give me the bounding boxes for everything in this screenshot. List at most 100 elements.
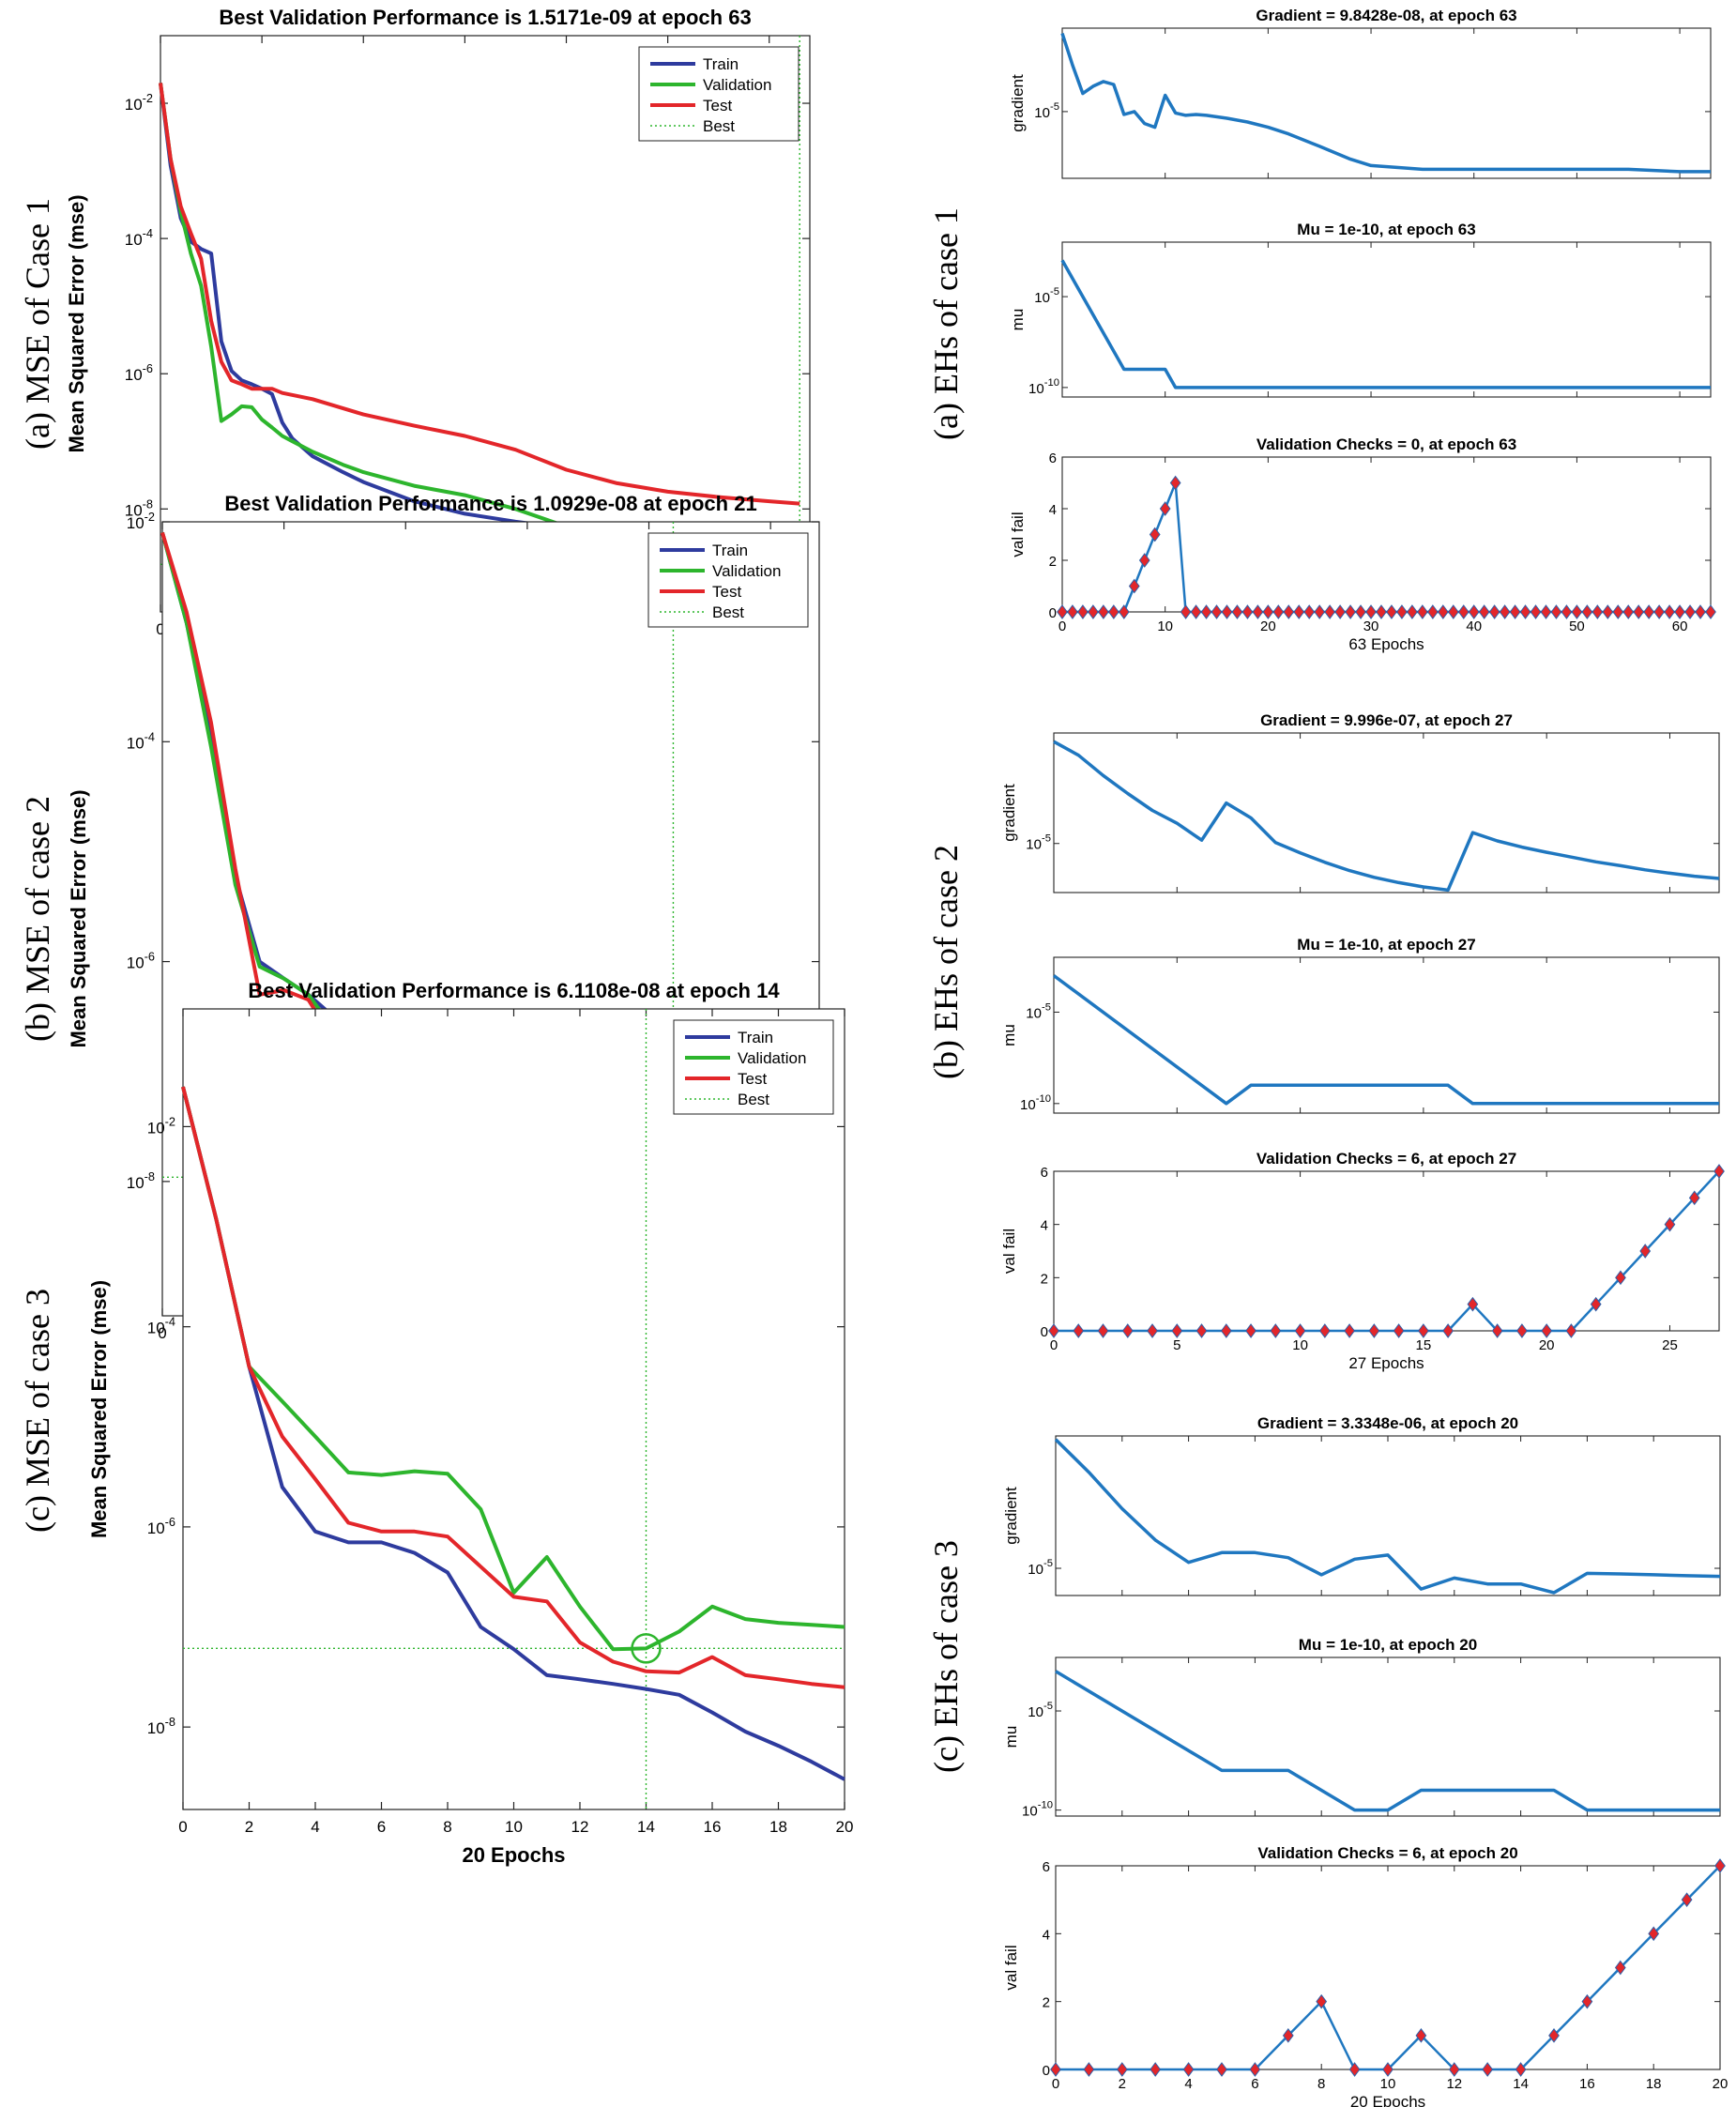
mse3-xtick-label: 8 bbox=[443, 1818, 451, 1836]
mse1-ytick-label-base: 10 bbox=[125, 231, 143, 249]
mse3-xtick-label: 4 bbox=[311, 1818, 319, 1836]
eh2-panel3-xtick-label: 5 bbox=[1173, 1337, 1180, 1353]
eh2-panel2-y-axis-label: mu bbox=[1000, 1024, 1018, 1046]
eh3-panel3-marker bbox=[1348, 2062, 1361, 2077]
eh2-panel3-marker bbox=[1688, 1190, 1700, 1206]
eh2-panel3-title: Validation Checks = 6, at epoch 27 bbox=[1256, 1150, 1516, 1168]
eh3-panel3-marker bbox=[1614, 1960, 1626, 1976]
eh1-panel3-marker bbox=[1643, 604, 1655, 619]
mse2-ytick-label-base: 10 bbox=[127, 514, 145, 532]
eh1-panel3-marker bbox=[1200, 604, 1212, 619]
mse3-xtick-label: 2 bbox=[245, 1818, 253, 1836]
eh3-panel2-ytick-label-exponent: -10 bbox=[1038, 1800, 1053, 1811]
mse3-series-test bbox=[181, 1086, 845, 1689]
mse3-ytick-label: 10-2 bbox=[147, 1114, 175, 1137]
eh2-panel2-plot-area bbox=[1053, 956, 1720, 1114]
eh1-panel3-marker bbox=[1622, 604, 1635, 619]
eh1-panel3-xtick-label: 50 bbox=[1569, 618, 1585, 634]
eh3-panel3-marker bbox=[1581, 1993, 1593, 2009]
eh3-panel3-y-axis-label: val fail bbox=[1002, 1945, 1020, 1990]
eh1-panel3-xtick-label: 0 bbox=[1058, 618, 1066, 634]
eh1-panel3-marker bbox=[1478, 604, 1490, 619]
mse3-ytick-label-exponent: -6 bbox=[165, 1515, 175, 1529]
eh2-panel3-marker bbox=[1097, 1323, 1109, 1338]
mse2-ytick-label-base: 10 bbox=[127, 954, 145, 972]
eh3-panel2-ytick-label-exponent: -5 bbox=[1043, 1701, 1053, 1712]
eh2-panel1-line bbox=[1053, 740, 1720, 893]
eh3-panel1-ytick-label-exponent: -5 bbox=[1043, 1558, 1053, 1569]
mse3-x-axis-label: 20 Epochs bbox=[462, 1843, 565, 1867]
eh1-panel3-marker bbox=[1561, 604, 1573, 619]
eh1-panel3-marker bbox=[1653, 604, 1666, 619]
mse3-legend-label: Best bbox=[738, 1091, 769, 1108]
eh1-panel1-title: Gradient = 9.8428e-08, at epoch 63 bbox=[1256, 7, 1516, 24]
eh3-panel3-xtick-label: 20 bbox=[1713, 2076, 1728, 2092]
eh1-panel3-marker bbox=[1519, 604, 1531, 619]
eh2-side-label: (b) EHs of case 2 bbox=[927, 845, 965, 1079]
eh2-panel3-marker bbox=[1516, 1323, 1528, 1338]
eh1-panel3-marker bbox=[1324, 604, 1336, 619]
eh1-panel3-marker bbox=[1149, 527, 1161, 542]
mse2-legend-label: Test bbox=[712, 583, 741, 601]
mse3-xtick-label: 12 bbox=[571, 1818, 589, 1836]
mse3-ytick-label: 10-6 bbox=[147, 1515, 175, 1537]
eh3-panel1-ytick-label: 10-5 bbox=[1028, 1558, 1053, 1578]
eh1-panel3-marker bbox=[1355, 604, 1366, 619]
eh1-panel3-marker bbox=[1303, 604, 1316, 619]
mse3-side-label: (c) MSE of case 3 bbox=[19, 1289, 56, 1533]
eh1-panel1-y-axis-label: gradient bbox=[1009, 74, 1027, 132]
eh1-panel3-marker bbox=[1426, 604, 1439, 619]
eh1-panel3-ytick-label: 2 bbox=[1049, 554, 1057, 570]
eh1-panel3-marker bbox=[1437, 604, 1449, 619]
eh1-panel3-marker bbox=[1272, 604, 1285, 619]
eh1-panel3-marker bbox=[1407, 604, 1418, 619]
eh2-panel3-xtick-label: 15 bbox=[1416, 1337, 1432, 1353]
eh2-panel3-marker bbox=[1368, 1323, 1380, 1338]
eh3-panel1-ytick-label-base: 10 bbox=[1028, 1562, 1043, 1578]
mse2-ytick-label-exponent: -2 bbox=[145, 510, 155, 524]
eh3-panel3-marker bbox=[1515, 2062, 1527, 2077]
mse1-title: Best Validation Performance is 1.5171e-0… bbox=[219, 6, 751, 29]
mse1-legend-label: Best bbox=[703, 117, 735, 135]
eh3-panel3-ytick-label: 4 bbox=[1043, 1927, 1050, 1943]
eh2-panel3-marker bbox=[1541, 1323, 1553, 1338]
eh3-panel3-marker bbox=[1714, 1858, 1726, 1873]
eh3-panel3-plot-area bbox=[1055, 1865, 1721, 2070]
eh3-panel2-ytick-label: 10-10 bbox=[1022, 1800, 1053, 1820]
eh2-panel1-ytick-label-exponent: -5 bbox=[1042, 833, 1051, 845]
eh1-panel1-line bbox=[1060, 33, 1711, 174]
eh3-side-label: (c) EHs of case 3 bbox=[927, 1540, 965, 1773]
eh1-panel3-y-axis-label: val fail bbox=[1009, 511, 1027, 557]
eh1-panel3-marker bbox=[1231, 604, 1243, 619]
eh1-panel3-marker bbox=[1581, 604, 1593, 619]
eh1-panel3-ytick-label: 4 bbox=[1049, 502, 1057, 518]
eh2-panel3-marker bbox=[1073, 1323, 1085, 1338]
eh2-panel3-y-axis-label: val fail bbox=[1000, 1229, 1018, 1274]
mse2-ytick-label: 10-6 bbox=[127, 950, 155, 972]
eh3-panel3-marker bbox=[1415, 2027, 1427, 2043]
eh2-panel2-ytick-label-base: 10 bbox=[1026, 1005, 1042, 1021]
eh3-panel3-ytick-label: 6 bbox=[1043, 1859, 1050, 1875]
mse2-ytick-label: 10-2 bbox=[127, 510, 155, 532]
eh2-panel3-ytick-label: 6 bbox=[1041, 1165, 1048, 1181]
eh2-panel3-marker bbox=[1294, 1323, 1306, 1338]
mse2-ytick-label: 10-4 bbox=[127, 729, 155, 752]
eh1-panel3-marker bbox=[1550, 604, 1562, 619]
eh1-panel3-ytick-label: 6 bbox=[1049, 450, 1057, 466]
eh2-panel3-plot-area bbox=[1053, 1170, 1720, 1332]
eh2-panel3-marker bbox=[1220, 1323, 1232, 1338]
eh1-panel3-marker bbox=[1180, 604, 1192, 619]
mse3-ytick-label-base: 10 bbox=[147, 1320, 165, 1337]
mse3-xtick-label: 16 bbox=[704, 1818, 722, 1836]
eh2-panel1-ytick-label: 10-5 bbox=[1026, 833, 1051, 853]
eh3-panel2-ytick-label: 10-5 bbox=[1028, 1701, 1053, 1720]
eh2-panel1-y-axis-label: gradient bbox=[1000, 784, 1018, 842]
eh3-panel3-marker bbox=[1116, 2062, 1128, 2077]
eh1-side-label: (a) EHs of case 1 bbox=[927, 207, 965, 440]
mse1-ytick-label-exponent: -8 bbox=[143, 496, 153, 511]
eh3-panel2-plot-area bbox=[1055, 1657, 1721, 1817]
eh2-panel3-marker bbox=[1565, 1323, 1577, 1338]
eh1-panel3-marker bbox=[1499, 604, 1511, 619]
eh3-panel3-xtick-label: 16 bbox=[1579, 2076, 1595, 2092]
